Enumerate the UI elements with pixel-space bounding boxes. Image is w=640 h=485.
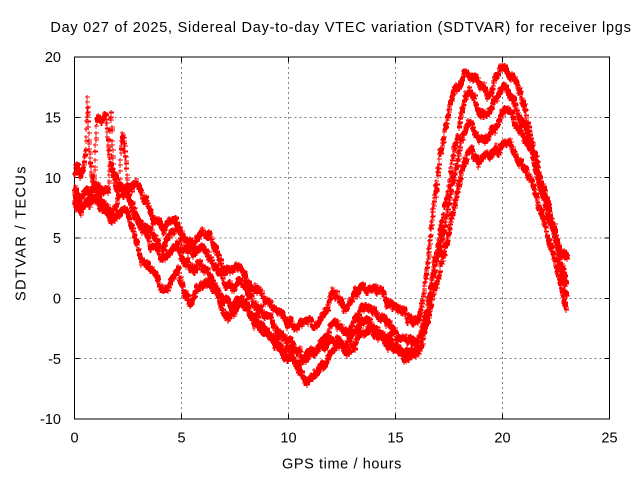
svg-text:20: 20 xyxy=(45,50,61,66)
svg-text:25: 25 xyxy=(601,431,617,447)
svg-text:GPS time / hours: GPS time / hours xyxy=(282,457,402,473)
svg-text:10: 10 xyxy=(280,431,296,447)
svg-text:-5: -5 xyxy=(48,352,61,368)
svg-text:0: 0 xyxy=(53,292,61,308)
svg-text:15: 15 xyxy=(45,111,61,127)
svg-text:5: 5 xyxy=(177,431,185,447)
svg-text:20: 20 xyxy=(494,431,510,447)
svg-text:Day 027 of 2025, Sidereal Day-: Day 027 of 2025, Sidereal Day-to-day VTE… xyxy=(50,20,631,36)
svg-text:0: 0 xyxy=(70,431,78,447)
svg-text:-10: -10 xyxy=(40,412,61,428)
svg-text:15: 15 xyxy=(387,431,403,447)
svg-text:10: 10 xyxy=(45,171,61,187)
svg-text:5: 5 xyxy=(53,231,61,247)
svg-text:SDTVAR / TECUs: SDTVAR / TECUs xyxy=(14,165,30,301)
